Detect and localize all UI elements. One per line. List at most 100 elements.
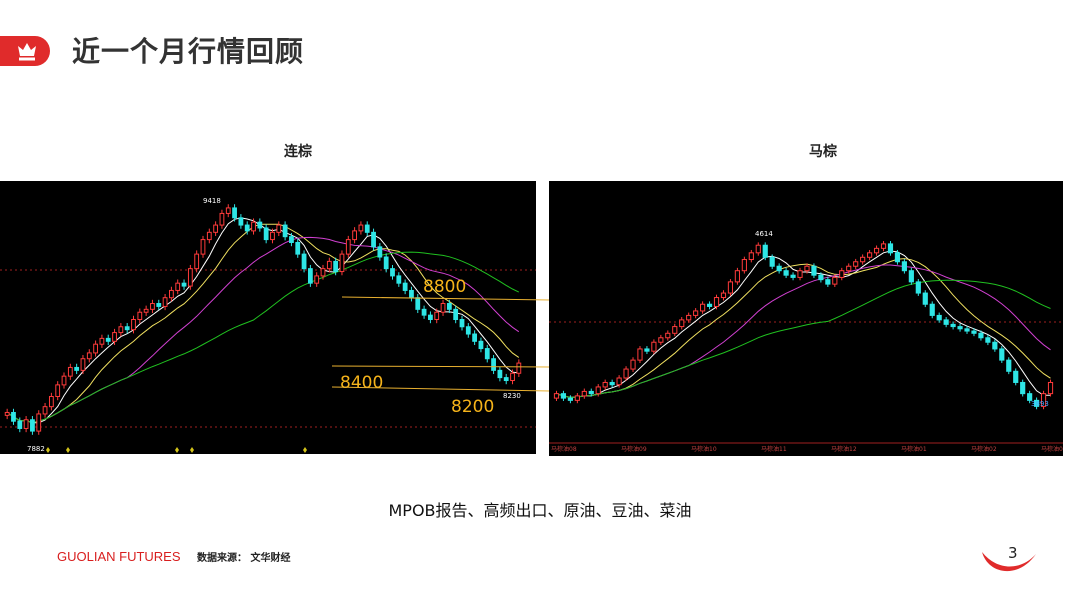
- candle: [434, 308, 440, 324]
- annotation-8200: 8200: [451, 397, 494, 417]
- candle: [581, 388, 587, 399]
- candle: [1013, 368, 1019, 386]
- candle: [143, 305, 149, 316]
- bmd-palm-candlestick-chart: 4614 3893 马棕油08 马棕油09 马棕油10 马棕油11 马棕油12 马棕油01…: [549, 181, 1063, 456]
- candle: [156, 299, 162, 311]
- candle: [112, 328, 117, 345]
- candle: [55, 381, 61, 401]
- candle: [67, 363, 73, 380]
- last-price-label: 8230: [503, 392, 521, 400]
- candle: [187, 264, 193, 290]
- candle: [846, 263, 852, 274]
- footer-brand: GUOLIAN FUTURES: [57, 549, 181, 564]
- candle: [832, 274, 838, 287]
- candle: [396, 272, 402, 287]
- x-tick-label: 马棕油12: [831, 445, 857, 453]
- candle: [755, 242, 761, 256]
- candle: [169, 286, 174, 302]
- candle: [1040, 390, 1047, 410]
- x-tick-label: 马棕油10: [691, 445, 717, 453]
- candle: [358, 221, 364, 235]
- candle: [484, 344, 490, 363]
- candle: [978, 330, 984, 341]
- candle: [364, 221, 370, 237]
- candle: [200, 235, 206, 258]
- candle: [232, 204, 237, 222]
- page-title: 近一个月行情回顾: [72, 35, 305, 68]
- candle: [560, 390, 567, 401]
- candle: [175, 279, 181, 295]
- candle: [219, 209, 225, 229]
- candle: [80, 355, 86, 375]
- candle: [672, 323, 678, 337]
- candle: [894, 249, 901, 265]
- ma-line-5: [556, 250, 1051, 398]
- candle: [880, 241, 887, 252]
- candle: [797, 267, 803, 281]
- candle: [478, 337, 484, 353]
- candle: [860, 254, 866, 265]
- candle: [818, 272, 824, 283]
- candle: [289, 232, 294, 247]
- candle: [776, 263, 782, 274]
- candle: [453, 305, 459, 324]
- line-8800: [341, 296, 551, 301]
- candle: [510, 369, 515, 385]
- candle: [301, 250, 307, 273]
- candle: [602, 379, 608, 390]
- candle: [446, 299, 452, 314]
- candle: [238, 214, 244, 229]
- candle: [686, 312, 692, 323]
- candle: [326, 257, 332, 273]
- candle: [516, 359, 522, 377]
- candle: [964, 325, 970, 334]
- candle: [720, 290, 727, 301]
- candle: [915, 279, 921, 296]
- candle: [371, 228, 376, 251]
- candle: [390, 264, 395, 280]
- candle: [651, 339, 657, 355]
- candle: [295, 238, 301, 258]
- x-tick-label: 马棕油09: [621, 445, 647, 453]
- candle: [985, 334, 991, 346]
- candle: [48, 392, 54, 411]
- candle: [936, 312, 942, 323]
- candle: [497, 366, 503, 382]
- candle: [950, 321, 956, 330]
- candle: [99, 334, 105, 348]
- candle: [783, 267, 789, 279]
- candle: [124, 323, 130, 334]
- caption: MPOB报告、高频出口、原油、豆油、菜油: [388, 501, 692, 520]
- candle: [472, 330, 478, 345]
- candle: [790, 272, 796, 281]
- candle: [345, 235, 351, 258]
- candle: [131, 315, 136, 334]
- candle: [137, 308, 143, 324]
- support-lines: [331, 296, 551, 392]
- candle: [206, 228, 212, 244]
- candle: [1027, 390, 1033, 404]
- candle: [734, 267, 740, 285]
- candle: [943, 317, 949, 328]
- candle: [616, 375, 622, 388]
- candle: [459, 315, 465, 331]
- candle: [11, 408, 16, 425]
- line-8200: [331, 386, 551, 392]
- candle: [503, 373, 509, 385]
- candle: [727, 279, 734, 296]
- x-tick-label: 马棕油11: [761, 445, 787, 453]
- candle: [74, 363, 80, 375]
- low-price-label: 7882: [27, 445, 45, 453]
- candle: [908, 267, 914, 285]
- candle: [873, 245, 880, 256]
- candle: [679, 317, 685, 330]
- candle: [741, 256, 747, 274]
- page-number: 3: [1008, 544, 1018, 562]
- x-tick-label: 马棕油01: [901, 445, 927, 453]
- candle: [421, 305, 427, 319]
- candle: [194, 250, 200, 273]
- candle: [276, 221, 282, 237]
- candle: [887, 241, 894, 256]
- candle: [1034, 397, 1040, 410]
- candle: [623, 366, 629, 381]
